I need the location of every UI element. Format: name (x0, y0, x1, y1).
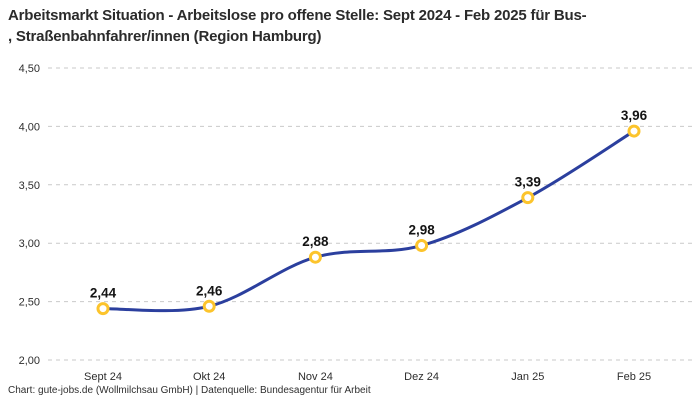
y-tick-label: 3,50 (19, 180, 40, 192)
chart-title-line-1: Arbeitsmarkt Situation - Arbeitslose pro… (8, 7, 587, 24)
y-tick-label: 3,00 (19, 238, 40, 250)
data-point-value-label: 3,96 (621, 108, 648, 123)
y-tick-label: 2,00 (19, 355, 40, 367)
value-labels: 2,44 2,46 2,88 2,98 3,39 3,96 (90, 108, 648, 301)
y-tick-label: 4,00 (19, 121, 40, 133)
y-tick-label: 2,50 (19, 297, 40, 309)
data-point-value-label: 2,44 (90, 286, 117, 301)
y-axis-tick-labels: 2,00 2,50 3,00 3,50 4,00 4,50 (19, 63, 40, 367)
data-point-value-label: 2,46 (196, 283, 223, 298)
data-point-value-label: 3,39 (515, 175, 541, 190)
attribution-footer: Chart: gute-jobs.de (Wollmilchsau GmbH) … (8, 385, 371, 396)
data-point-value-label: 2,88 (302, 234, 329, 249)
x-tick-label: Nov 24 (298, 371, 333, 383)
chart-title: Arbeitsmarkt Situation - Arbeitslose pro… (8, 5, 698, 47)
data-point-marker (308, 250, 322, 264)
x-tick-label: Feb 25 (617, 371, 651, 383)
x-tick-label: Dez 24 (404, 371, 439, 383)
data-point-marker (627, 124, 641, 138)
x-tick-label: Sept 24 (84, 371, 122, 383)
data-point-value-label: 2,98 (408, 223, 435, 238)
data-points (96, 124, 641, 316)
chart-title-line-2: , Straßenbahnfahrer/innen (Region Hambur… (8, 28, 322, 45)
gridlines (48, 67, 692, 361)
data-point-marker (96, 302, 110, 316)
x-axis-tick-labels: Sept 24 Okt 24 Nov 24 Dez 24 Jan 25 Feb 25 (84, 371, 651, 383)
data-point-marker (202, 299, 216, 313)
x-tick-label: Okt 24 (193, 371, 225, 383)
y-tick-label: 4,50 (19, 63, 40, 75)
data-point-marker (521, 191, 535, 205)
data-point-marker (415, 239, 429, 253)
x-tick-label: Jan 25 (511, 371, 544, 383)
series-line (101, 129, 636, 313)
